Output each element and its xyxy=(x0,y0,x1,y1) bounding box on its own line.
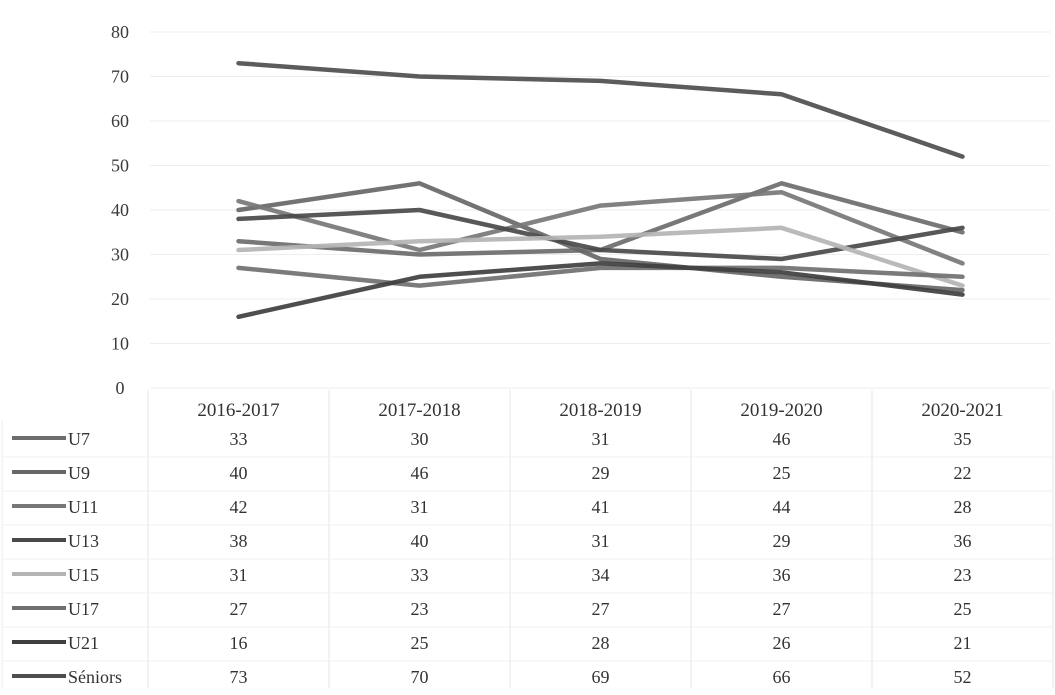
data-label-u17-2017-2018: 23 xyxy=(411,599,429,619)
legend-label-u17: U17 xyxy=(68,599,99,619)
data-label-u9-2016-2017: 40 xyxy=(230,463,248,483)
data-table: 2016-2017 2017-2018 2018-2019 2019-2020 2020… xyxy=(1,390,1054,695)
legend-label-u15: U15 xyxy=(68,565,99,585)
data-label-u15-2016-2017: 31 xyxy=(230,565,248,585)
data-label-u15-2019-2020: 36 xyxy=(773,565,791,585)
legend-label-u11: U11 xyxy=(68,497,98,517)
data-label-u9-2018-2019: 29 xyxy=(592,463,610,483)
grid-layer xyxy=(150,31,1050,389)
series-layer xyxy=(236,60,965,320)
data-label-seniors-2020-2021: 52 xyxy=(954,667,972,687)
y-tick-label: 50 xyxy=(111,156,129,176)
data-label-u7-2016-2017: 33 xyxy=(230,429,248,449)
data-label-u21-2019-2020: 26 xyxy=(773,633,791,653)
data-label-u21-2020-2021: 21 xyxy=(954,633,972,653)
data-label-u7-2018-2019: 31 xyxy=(592,429,610,449)
y-tick-label: 70 xyxy=(111,67,129,87)
y-tick-label: 40 xyxy=(111,200,129,220)
data-label-u21-2017-2018: 25 xyxy=(411,633,429,653)
y-tick-label: 20 xyxy=(111,289,129,309)
data-label-seniors-2019-2020: 66 xyxy=(773,667,791,687)
data-label-u11-2019-2020: 44 xyxy=(773,497,791,517)
x-tick-label-2018-2019: 2018-2019 xyxy=(559,400,641,421)
legend-label-u13: U13 xyxy=(68,531,99,551)
data-label-u21-2016-2017: 16 xyxy=(230,633,248,653)
data-label-u7-2017-2018: 30 xyxy=(411,429,429,449)
data-label-u11-2020-2021: 28 xyxy=(954,497,972,517)
series-line-u21 xyxy=(236,261,965,320)
data-label-u9-2020-2021: 22 xyxy=(954,463,972,483)
series-line-u15 xyxy=(236,225,965,288)
y-tick-label: 60 xyxy=(111,111,129,131)
data-label-u15-2020-2021: 23 xyxy=(954,565,972,585)
data-label-u9-2019-2020: 25 xyxy=(773,463,791,483)
data-label-u13-2019-2020: 29 xyxy=(773,531,791,551)
data-label-u17-2019-2020: 27 xyxy=(773,599,791,619)
data-label-u7-2020-2021: 35 xyxy=(954,429,972,449)
data-label-u11-2016-2017: 42 xyxy=(230,497,248,517)
y-axis: 0 10 20 30 40 50 60 70 80 xyxy=(111,22,129,398)
data-label-u11-2017-2018: 31 xyxy=(411,497,429,517)
x-tick-label-2019-2020: 2019-2020 xyxy=(740,400,822,421)
data-label-u15-2018-2019: 34 xyxy=(592,565,610,585)
data-label-u17-2018-2019: 27 xyxy=(592,599,610,619)
data-label-u9-2017-2018: 46 xyxy=(411,463,429,483)
data-label-u15-2017-2018: 33 xyxy=(411,565,429,585)
series-line-u11 xyxy=(236,189,965,266)
x-tick-label-2017-2018: 2017-2018 xyxy=(378,400,460,421)
data-label-seniors-2017-2018: 70 xyxy=(411,667,429,687)
y-tick-label: 80 xyxy=(111,22,129,42)
data-label-u21-2018-2019: 28 xyxy=(592,633,610,653)
y-tick-label: 10 xyxy=(111,334,129,354)
data-label-u13-2020-2021: 36 xyxy=(954,531,972,551)
data-label-u13-2018-2019: 31 xyxy=(592,531,610,551)
data-label-seniors-2016-2017: 73 xyxy=(230,667,248,687)
data-label-u7-2019-2020: 46 xyxy=(773,429,791,449)
x-tick-label-2020-2021: 2020-2021 xyxy=(921,400,1003,421)
x-tick-label-2016-2017: 2016-2017 xyxy=(197,400,279,421)
data-label-u13-2017-2018: 40 xyxy=(411,531,429,551)
series-line-seniors xyxy=(236,60,965,159)
legend-label-seniors: Séniors xyxy=(68,667,122,687)
data-label-u11-2018-2019: 41 xyxy=(592,497,610,517)
legend-label-u7: U7 xyxy=(68,429,90,449)
y-tick-label: 0 xyxy=(116,378,125,398)
data-label-u17-2016-2017: 27 xyxy=(230,599,248,619)
y-tick-label: 30 xyxy=(111,245,129,265)
legend-label-u9: U9 xyxy=(68,463,90,483)
data-label-seniors-2018-2019: 69 xyxy=(592,667,610,687)
series-line-u17 xyxy=(236,265,965,288)
data-label-u17-2020-2021: 25 xyxy=(954,599,972,619)
data-label-u13-2016-2017: 38 xyxy=(230,531,248,551)
legend-label-u21: U21 xyxy=(68,633,99,653)
